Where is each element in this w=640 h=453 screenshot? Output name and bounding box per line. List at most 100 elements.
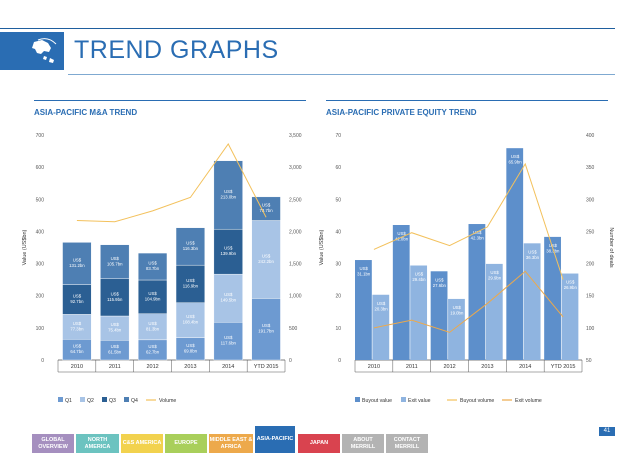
y2-tick-label: 350 [586, 165, 595, 171]
bar-q4-2010 [62, 242, 92, 285]
x-tick-label-2010: 2010 [368, 364, 380, 370]
data-label-exit-value-2011-amount: 29.4bn [412, 277, 426, 282]
bar-q3-2012 [138, 279, 168, 314]
legend-swatch-q3 [102, 397, 107, 402]
legend-label-volume: Volume [159, 398, 176, 404]
data-label-exit-value-2013-currency: US$ [490, 270, 499, 275]
y-tick-label: 0 [41, 358, 44, 364]
data-label-q1-2014-currency: US$ [224, 335, 233, 340]
y2-tick-label: 2,500 [289, 197, 302, 203]
data-label-q1-2013-currency: US$ [186, 343, 195, 348]
header-rule-bottom [68, 74, 615, 75]
data-label-exit-value-2010-currency: US$ [377, 301, 386, 306]
data-label-q3-2014-amount: 139.9bn [220, 251, 236, 256]
bar-exit-value-2013 [485, 263, 503, 360]
nav-tab-europe[interactable]: EUROPE [165, 434, 207, 453]
data-label-q4-2012-amount: 83.7bn [146, 266, 160, 271]
x-tick-label-2010: 2010 [71, 364, 83, 370]
data-label-q2-2012-amount: 81.3bn [146, 326, 160, 331]
data-label-buyout-value-2012-amount: 27.6bn [433, 283, 447, 288]
y2-tick-label: 1,000 [289, 294, 302, 300]
data-label-q3-2011-currency: US$ [111, 291, 120, 296]
x-tick-label-2014: 2014 [222, 364, 234, 370]
y2-tick-label: 300 [586, 197, 595, 203]
x-tick-label-2014: 2014 [519, 364, 531, 370]
legend-swatch-buyout-value [355, 397, 360, 402]
y-tick-label: 200 [36, 294, 45, 300]
nav-tab-japan[interactable]: JAPAN [298, 434, 340, 453]
legend-swatch-q4 [124, 397, 129, 402]
data-label-q1-2011-amount: 61.5bn [108, 350, 122, 355]
data-label-q3-2012-amount: 104.9bn [145, 296, 161, 301]
section-title-right: ASIA-PACIFIC PRIVATE EQUITY TREND [326, 100, 608, 121]
line-buyout-volume [373, 162, 564, 280]
data-label-q4-2011-amount: 105.7bn [107, 261, 123, 266]
nav-tab-global-overview[interactable]: GLOBAL OVERVIEW [32, 434, 74, 453]
data-label-q2-ytd-2015-currency: US$ [262, 253, 271, 258]
line-exit-volume [373, 270, 564, 333]
data-label-q2-2011-currency: US$ [111, 322, 120, 327]
x-tick-label-2013: 2013 [184, 364, 196, 370]
data-label-exit-value-2012-currency: US$ [453, 305, 462, 310]
bar-q2-2014 [213, 273, 243, 323]
data-label-q2-2010-amount: 77.3bn [70, 326, 84, 331]
bar-buyout-value-2012 [430, 271, 448, 360]
y-tick-label: 10 [335, 326, 341, 332]
nav-tab-contact-merrill[interactable]: CONTACT MERRILL [386, 434, 428, 453]
legend-label-q4: Q4 [131, 398, 138, 404]
data-label-q4-ytd-2015-amount: 73.7bn [260, 208, 274, 213]
nav-tab-north-america[interactable]: NORTH AMERICA [76, 434, 119, 453]
bar-q2-2013 [175, 302, 205, 338]
section-nav: GLOBAL OVERVIEW NORTH AMERICA C&S AMERICA E… [0, 426, 640, 453]
legend-label-buyout-value: Buyout value [362, 398, 392, 404]
bar-q2-ytd-2015 [251, 220, 281, 299]
legend-label-q1: Q1 [65, 398, 72, 404]
bar-exit-value-2011 [410, 265, 428, 360]
bar-buyout-value-ytd-2015 [544, 236, 561, 360]
legend-swatch-q2 [80, 397, 85, 402]
nav-tab-c-s-america[interactable]: C&S AMERICA [121, 434, 163, 453]
x-tick-label-2011: 2011 [406, 364, 418, 370]
bar-q4-2014 [213, 160, 243, 230]
data-label-exit-value-2010-amount: 20.3bn [375, 306, 389, 311]
nav-tab-middle-east-africa[interactable]: MIDDLE EAST & AFRICA [209, 434, 253, 453]
bar-buyout-value-2014 [506, 148, 524, 360]
legend-label-q2: Q2 [87, 398, 94, 404]
y-tick-label: 0 [338, 358, 341, 364]
data-label-buyout-value-2013-amount: 42.3bn [471, 236, 485, 241]
bar-q3-2014 [213, 228, 243, 275]
y2-tick-label: 50 [586, 358, 592, 364]
data-label-exit-value-ytd-2015-currency: US$ [566, 280, 575, 285]
y-tick-label: 70 [335, 133, 341, 139]
bar-q4-2013 [175, 227, 205, 266]
data-label-q3-2010-amount: 92.7bn [70, 299, 84, 304]
legend-label-q3: Q3 [109, 398, 116, 404]
bar-q2-2010 [62, 314, 92, 340]
y2-tick-label: 2,000 [289, 229, 302, 235]
bar-buyout-value-2011 [392, 225, 410, 360]
y-tick-label: 300 [36, 262, 45, 268]
y-tick-label: 40 [335, 229, 341, 235]
y2-tick-label: 3,500 [289, 133, 302, 139]
data-label-q1-2010-amount: 64.7bn [70, 349, 84, 354]
y-axis-label: Value (US$bn) [22, 230, 28, 266]
data-label-q1-ytd-2015-amount: 191.7bn [258, 329, 274, 334]
data-label-q2-2014-amount: 149.5bn [220, 298, 236, 303]
y2-tick-label: 250 [586, 229, 595, 235]
data-label-exit-value-2014-currency: US$ [528, 249, 537, 254]
y2-axis-label: Number of deals [608, 227, 614, 268]
x-tick-label-2013: 2013 [481, 364, 493, 370]
nav-tab-about-merrill[interactable]: ABOUT MERRILL [342, 434, 384, 453]
data-label-buyout-value-ytd-2015-currency: US$ [549, 243, 558, 248]
data-label-q3-2011-amount: 115.9bn [107, 297, 123, 302]
y-tick-label: 700 [36, 133, 45, 139]
section-title-left: ASIA-PACIFIC M&A TREND [34, 100, 306, 121]
legend-label-exit-volume: Exit volume [515, 398, 542, 404]
data-label-q1-2012-amount: 62.7bn [146, 349, 160, 354]
data-label-q3-2010-currency: US$ [73, 293, 82, 298]
x-tick-label-2011: 2011 [109, 364, 121, 370]
data-label-q2-2013-amount: 108.4bn [183, 320, 199, 325]
nav-tab-asia-pacific[interactable]: ASIA-PACIFIC [255, 426, 295, 453]
legend-label-buyout-volume: Buyout volume [460, 398, 494, 404]
bar-q4-2011 [100, 244, 130, 279]
